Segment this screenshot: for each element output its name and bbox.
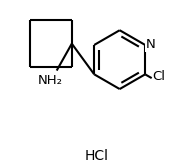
Text: HCl: HCl [85,149,109,163]
Text: Cl: Cl [152,70,165,82]
Text: N: N [146,38,156,51]
Text: NH₂: NH₂ [37,74,62,87]
